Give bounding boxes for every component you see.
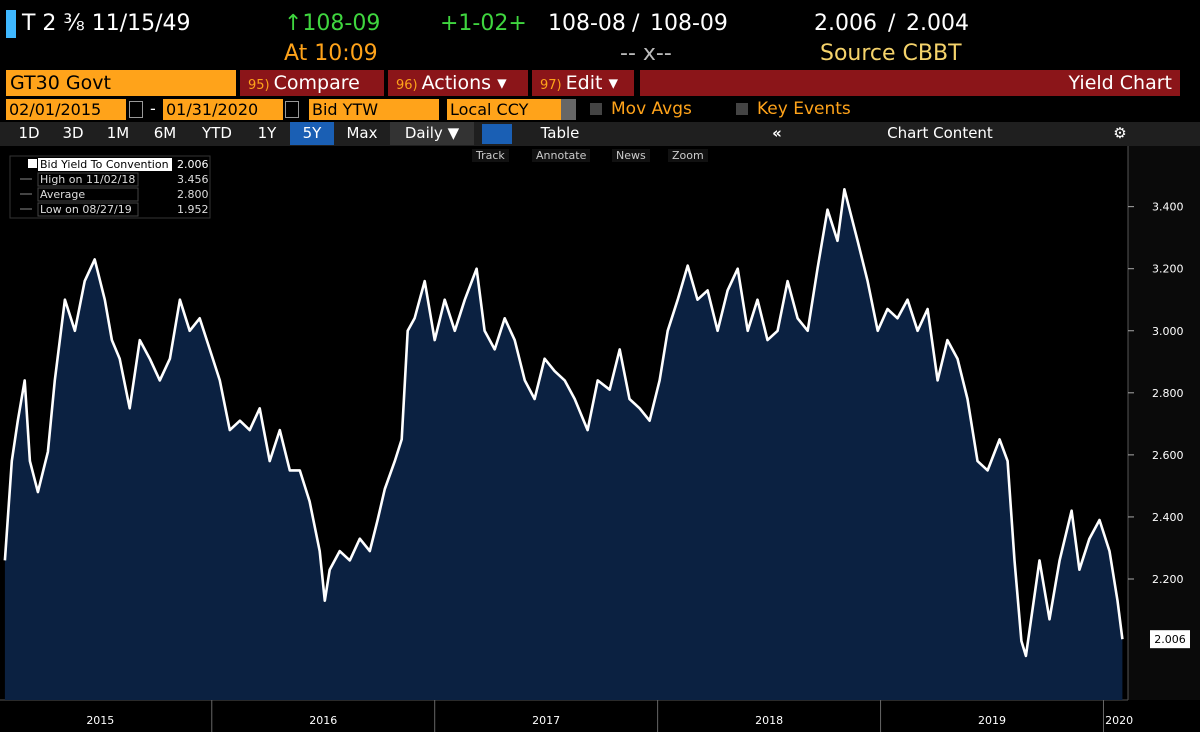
stat-label: High on 11/02/18: [40, 173, 135, 186]
menu-button[interactable]: 96) Actions ▾: [388, 70, 528, 96]
price-change: +1-02+: [440, 11, 527, 36]
checkbox[interactable]: [590, 103, 602, 115]
menu-label: Actions ▾: [421, 72, 507, 94]
stat-label-bg: [37, 187, 139, 202]
chart-tool[interactable]: Zoom: [668, 149, 708, 162]
stat-value: 1.952: [177, 203, 209, 216]
date-dash: -: [150, 99, 156, 118]
range-button[interactable]: Max: [346, 124, 378, 142]
stat-label: Low on 08/27/19: [40, 203, 132, 216]
range-button[interactable]: 5Y: [290, 122, 334, 145]
y-tick-label: 3.200: [1152, 263, 1184, 276]
legend: Bid Yield To Convention 2.006 High on 11/0…: [9, 155, 211, 219]
stat-value: 2.800: [177, 188, 209, 201]
range-button[interactable]: 3D: [62, 124, 84, 142]
range-button[interactable]: 1M: [106, 124, 130, 142]
range-button[interactable]: 6M: [153, 124, 177, 142]
ask-yield: 2.004: [906, 11, 969, 36]
bid-yield: 2.006: [814, 11, 877, 36]
cursor: [6, 10, 16, 38]
range-button[interactable]: 1D: [18, 124, 40, 142]
slash: /: [632, 11, 640, 36]
chart-content[interactable]: Chart Content: [887, 124, 993, 142]
area: [4, 189, 1123, 701]
settings-icon[interactable]: ⚙: [1113, 124, 1127, 142]
separator: -- x--: [620, 41, 672, 66]
last-price: ↑108-09: [284, 11, 381, 36]
x-tick-label: 2018: [755, 714, 783, 727]
menu-key: 96): [396, 78, 418, 93]
field-select[interactable]: Bid YTW: [309, 99, 439, 120]
stat-label-bg: [37, 202, 139, 217]
y-tick-label: 2.800: [1152, 387, 1184, 400]
legend-value: 2.006: [177, 158, 209, 171]
stat-label-bg: [37, 172, 139, 187]
range-button[interactable]: YTD: [202, 124, 232, 142]
ticker-field[interactable]: GT30 Govt: [6, 70, 236, 96]
table-button[interactable]: Table: [540, 124, 580, 142]
x-tick-label: 2016: [309, 714, 337, 727]
checkbox[interactable]: [736, 103, 748, 115]
menu-key: 97): [540, 78, 562, 93]
security: T 2 ⅜ 11/15/49: [22, 11, 191, 36]
chart: 2.006 2.200 2.400 2.600 2.800 3.000 3.200 3.400…: [0, 146, 1200, 732]
legend-name-bg: [38, 158, 172, 171]
y-tick-label: 2.200: [1152, 573, 1184, 586]
collapse[interactable]: «: [772, 124, 782, 142]
chart-tool[interactable]: Annotate: [532, 149, 591, 162]
toolbar: [0, 122, 1200, 146]
line-chart-button[interactable]: [482, 124, 512, 144]
calendar-icon[interactable]: [129, 101, 143, 118]
last-value-box: [1150, 630, 1190, 649]
stat-value: 3.456: [177, 173, 209, 186]
menu-label: Edit ▾: [565, 72, 618, 94]
right-axis-panel: [1128, 146, 1200, 700]
ask-price: 108-09: [650, 11, 728, 36]
y-tick-label: 3.000: [1152, 325, 1184, 338]
menu-button[interactable]: 95) Compare: [240, 70, 384, 96]
start-date[interactable]: 02/01/2015: [6, 99, 126, 120]
frequency[interactable]: Daily ▼: [390, 122, 474, 145]
source: Source CBBT: [820, 41, 962, 66]
legend-swatch: [28, 159, 37, 168]
chart-tool[interactable]: Track: [472, 149, 509, 162]
legend-name: Bid Yield To Convention: [40, 158, 169, 171]
menu-button[interactable]: 97) Edit ▾: [532, 70, 634, 96]
range-button[interactable]: 1Y: [257, 124, 277, 142]
bid-price: 108-08: [548, 11, 626, 36]
mov-avgs: Mov Avgs: [611, 99, 692, 119]
quote-time: At 10:09: [284, 41, 378, 66]
x-tick-label: 2015: [86, 714, 114, 727]
x-tick-label: 2019: [978, 714, 1006, 727]
dropdown-arrow[interactable]: [561, 99, 576, 120]
y-tick-label: 2.600: [1152, 449, 1184, 462]
menu-label: Compare: [273, 72, 360, 94]
stat-label: Average: [40, 188, 85, 201]
chart-tool[interactable]: News: [612, 149, 650, 162]
y-tick-label: 2.400: [1152, 511, 1184, 524]
x-tick-label: 2017: [532, 714, 560, 727]
menu-key: 95): [248, 78, 270, 93]
calendar-icon[interactable]: [285, 101, 299, 118]
last-value-label: 2.006: [1154, 633, 1186, 646]
yield-line: [3, 188, 1124, 658]
slash: /: [888, 11, 896, 36]
function-name: Yield Chart: [640, 70, 1180, 96]
y-tick-label: 3.400: [1152, 201, 1184, 214]
end-date[interactable]: 01/31/2020: [163, 99, 283, 120]
x-tick-label: 2020: [1105, 714, 1133, 727]
currency-select[interactable]: Local CCY: [447, 99, 561, 120]
key-events: Key Events: [757, 99, 851, 119]
